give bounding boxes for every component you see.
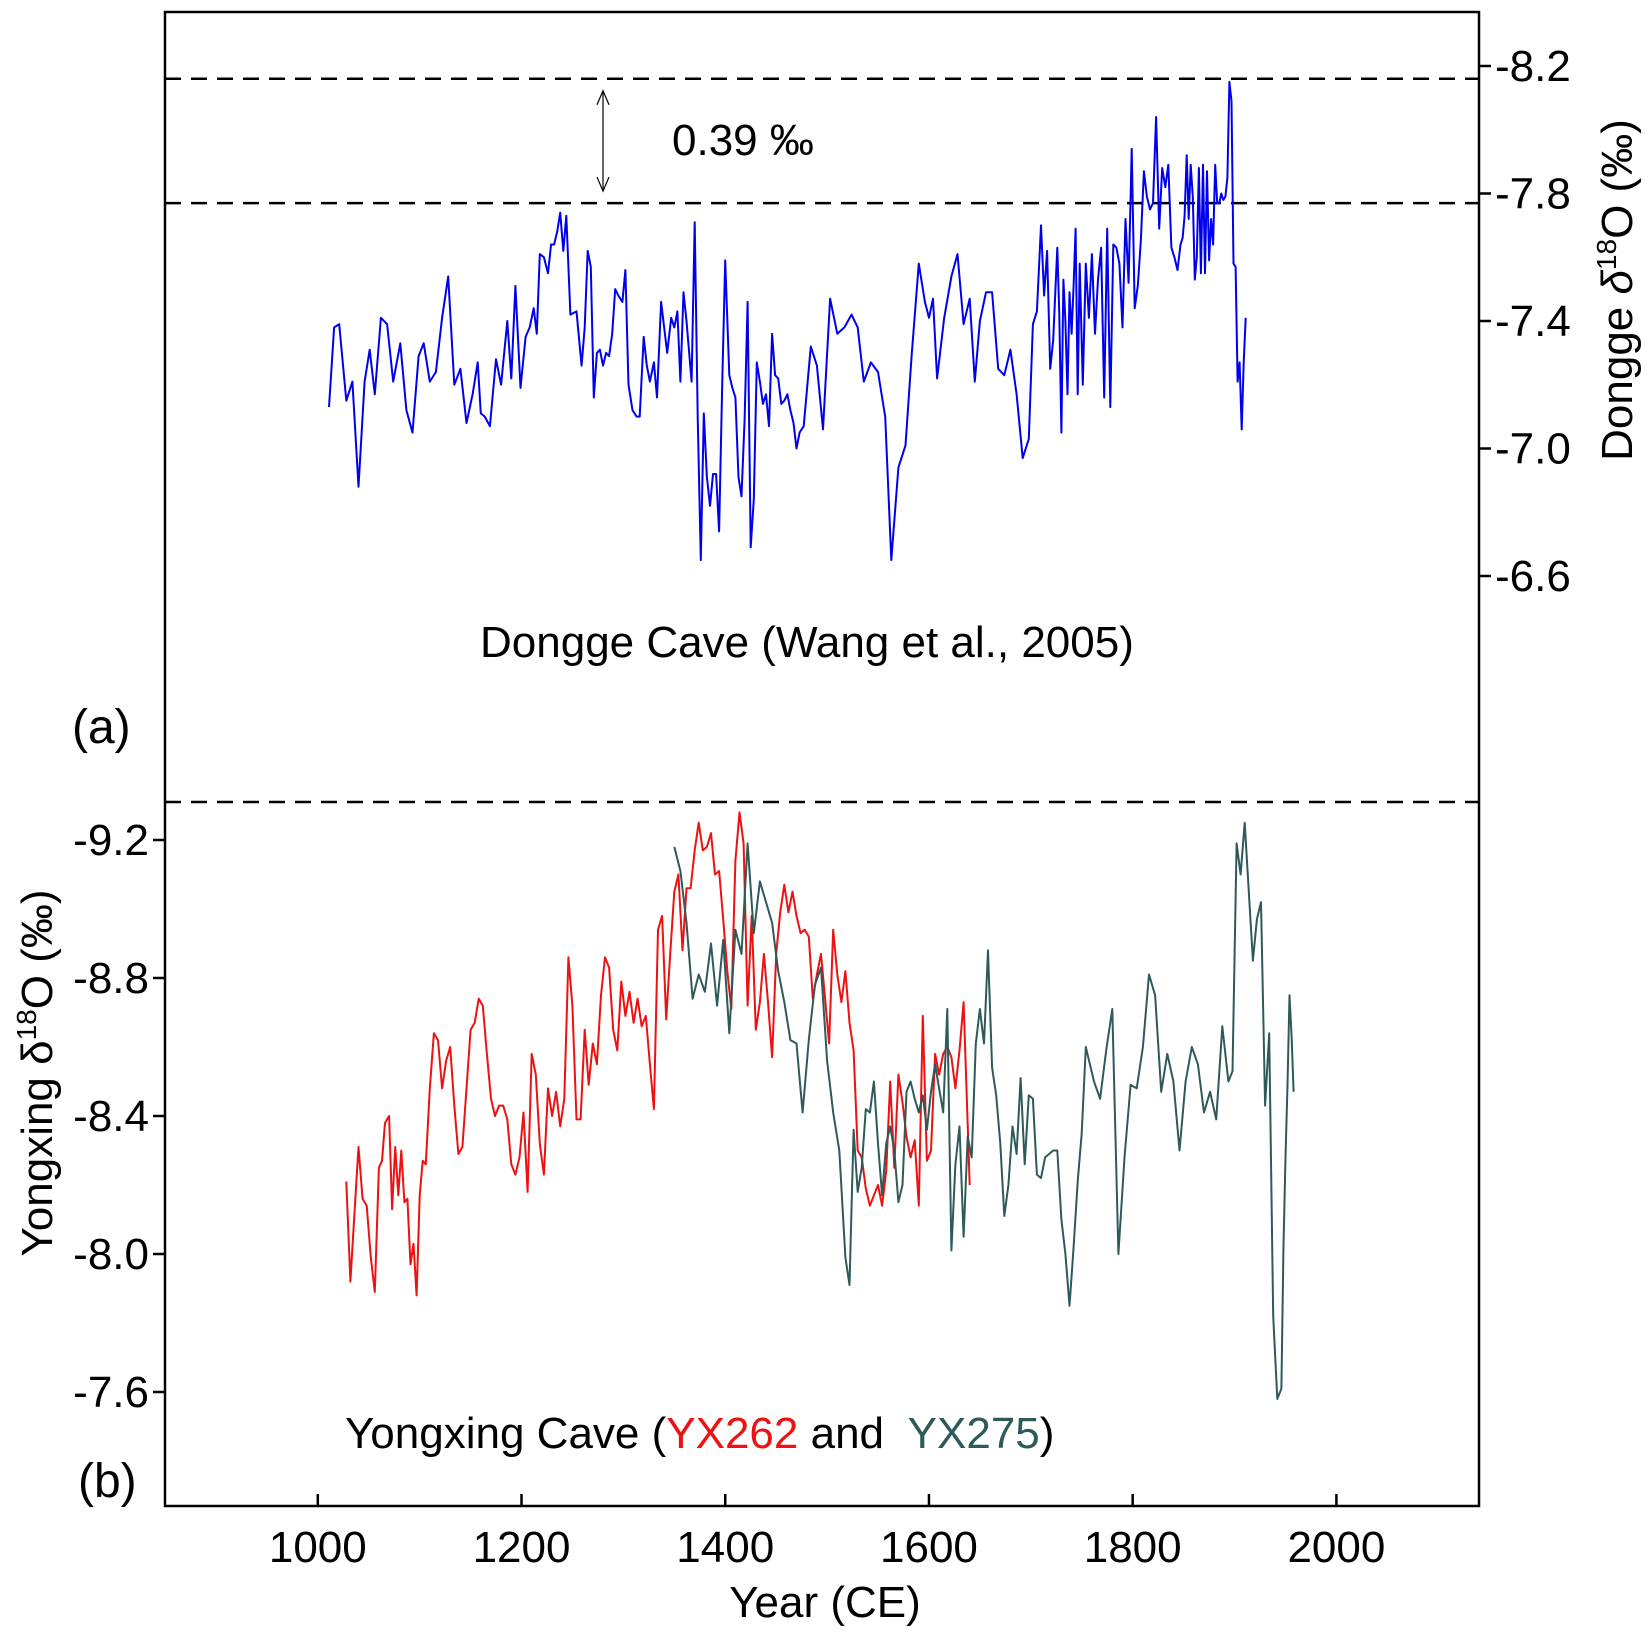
yongxing-caption-yx275: YX275 — [908, 1409, 1040, 1458]
b-y-tick-label-4: -7.6 — [73, 1368, 149, 1417]
a-y-tick-label-2: -7.4 — [1495, 297, 1571, 346]
x-tick-label-1600: 1600 — [880, 1523, 978, 1572]
dongge-caption: Dongge Cave (Wang et al., 2005) — [480, 618, 1134, 667]
yongxing-y-axis-title: Yongxing δ18O (‰) — [11, 889, 62, 1256]
yongxing-y-title-superscript: 18 — [11, 1009, 42, 1040]
x-tick-label-2000: 2000 — [1287, 1523, 1385, 1572]
x-tick-label-1800: 1800 — [1084, 1523, 1182, 1572]
x-axis-title: Year (CE) — [729, 1578, 921, 1627]
series-line-yx262 — [345, 811, 971, 1297]
yongxing-caption: Yongxing Cave (YX262 and YX275) — [345, 1409, 1054, 1458]
a-y-tick-label-3: -7.0 — [1495, 425, 1571, 474]
difference-arrow-head-bottom — [596, 176, 610, 193]
x-axis: 1000 1200 1400 1600 1800 2000 — [269, 1494, 1385, 1572]
b-y-tick-label-2: -8.4 — [73, 1092, 149, 1141]
series-line-dongge — [328, 80, 1247, 562]
yongxing-series-layer — [345, 811, 1295, 1400]
yongxing-caption-yx262: YX262 — [666, 1409, 798, 1458]
dongge-y-title-delta: δ — [1593, 270, 1642, 295]
dongge-y-title-part-1: Dongge — [1593, 295, 1642, 461]
panel-a: 0.39 ‰ -8.2 -7.8 -7.4 -7.0 -6.6 Dongge δ18O … — [72, 42, 1642, 754]
yongxing-caption-part-3: and — [798, 1409, 907, 1458]
a-y-tick-label-1: -7.8 — [1495, 170, 1571, 219]
difference-arrow — [596, 89, 610, 193]
yongxing-caption-part-1: Yongxing Cave ( — [345, 1409, 667, 1458]
difference-annotation: 0.39 ‰ — [672, 116, 814, 165]
yongxing-y-axis: -9.2 -8.8 -8.4 -8.0 -7.6 — [73, 816, 165, 1417]
x-tick-label-1200: 1200 — [473, 1523, 571, 1572]
x-tick-label-1000: 1000 — [269, 1523, 367, 1572]
yongxing-y-title-part-3: O (‰) — [13, 889, 62, 1009]
panel-b: -9.2 -8.8 -8.4 -8.0 -7.6 Yongxing δ18O (‰) Y… — [11, 800, 1479, 1508]
dongge-y-title-part-4: O (‰) — [1593, 119, 1642, 239]
dongge-y-axis: -8.2 -7.8 -7.4 -7.0 -6.6 — [1479, 42, 1571, 601]
x-tick-label-1400: 1400 — [676, 1523, 774, 1572]
series-line-yx275 — [673, 821, 1295, 1400]
dongge-reference-lines — [165, 77, 1479, 205]
plot-frame — [163, 10, 1481, 1508]
b-y-tick-label-1: -8.8 — [73, 954, 149, 1003]
panel-label-b: (b) — [78, 1455, 137, 1508]
a-y-tick-label-0: -8.2 — [1495, 42, 1571, 91]
panel-label-a: (a) — [72, 701, 131, 754]
difference-arrow-head-top — [596, 89, 610, 105]
dongge-y-axis-title: Dongge δ18O (‰) — [1591, 119, 1642, 461]
yongxing-caption-part-5: ) — [1040, 1409, 1055, 1458]
dongge-y-title-superscript: 18 — [1591, 239, 1622, 270]
dongge-series-layer — [328, 80, 1247, 562]
yongxing-y-title-part-1: Yongxing δ — [13, 1040, 62, 1256]
a-y-tick-label-4: -6.6 — [1495, 552, 1571, 601]
b-y-tick-label-0: -9.2 — [73, 816, 149, 865]
b-y-tick-label-3: -8.0 — [73, 1230, 149, 1279]
